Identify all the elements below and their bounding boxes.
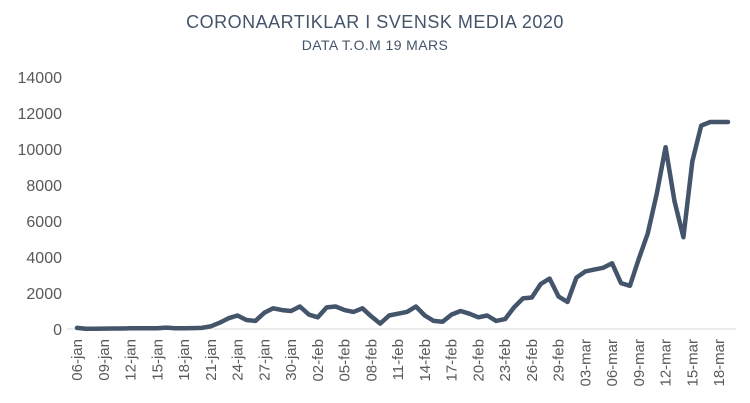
y-tick-label: 0 [53, 322, 62, 339]
x-tick-label: 23-feb [497, 339, 514, 382]
x-tick-label: 06-mar [604, 339, 621, 387]
x-tick-label: 11-feb [390, 339, 407, 380]
x-tick-label: 14-feb [417, 339, 434, 382]
x-tick-label: 17-feb [444, 339, 461, 382]
x-tick-label: 18-mar [711, 339, 728, 387]
chart-subtitle: DATA T.O.M 19 MARS [301, 37, 449, 53]
x-tick-label: 30-jan [283, 339, 300, 381]
y-tick-label: 12000 [18, 106, 63, 123]
x-tick-label: 15-jan [149, 339, 166, 381]
x-tick-label: 08-feb [363, 339, 380, 382]
y-tick-label: 14000 [18, 70, 63, 87]
x-tick-label: 02-feb [310, 339, 327, 382]
x-tick-label: 21-jan [203, 339, 220, 381]
y-tick-label: 6000 [26, 214, 62, 231]
chart-title: CORONAARTIKLAR I SVENSK MEDIA 2020 [186, 12, 564, 32]
x-tick-label: 26-feb [524, 339, 541, 382]
x-tick-label: 24-jan [230, 339, 247, 381]
x-tick-label: 15-mar [684, 339, 701, 387]
x-tick-label: 27-jan [256, 339, 273, 381]
x-tick-label: 09-jan [96, 339, 113, 381]
y-tick-label: 8000 [26, 178, 62, 195]
x-tick-label: 18-jan [176, 339, 193, 381]
x-tick-label: 05-feb [337, 339, 354, 382]
x-tick-label: 12-jan [123, 339, 140, 381]
x-tick-label: 20-feb [470, 339, 487, 382]
y-tick-label: 10000 [18, 142, 63, 159]
y-tick-label: 2000 [26, 286, 62, 303]
y-tick-label: 4000 [26, 250, 62, 267]
x-tick-label: 06-jan [69, 339, 86, 381]
series-line [74, 119, 731, 332]
x-tick-label: 29-feb [551, 339, 568, 382]
x-tick-label: 09-mar [631, 339, 648, 387]
x-tick-label: 03-mar [577, 339, 594, 387]
x-tick-label: 12-mar [658, 339, 675, 387]
